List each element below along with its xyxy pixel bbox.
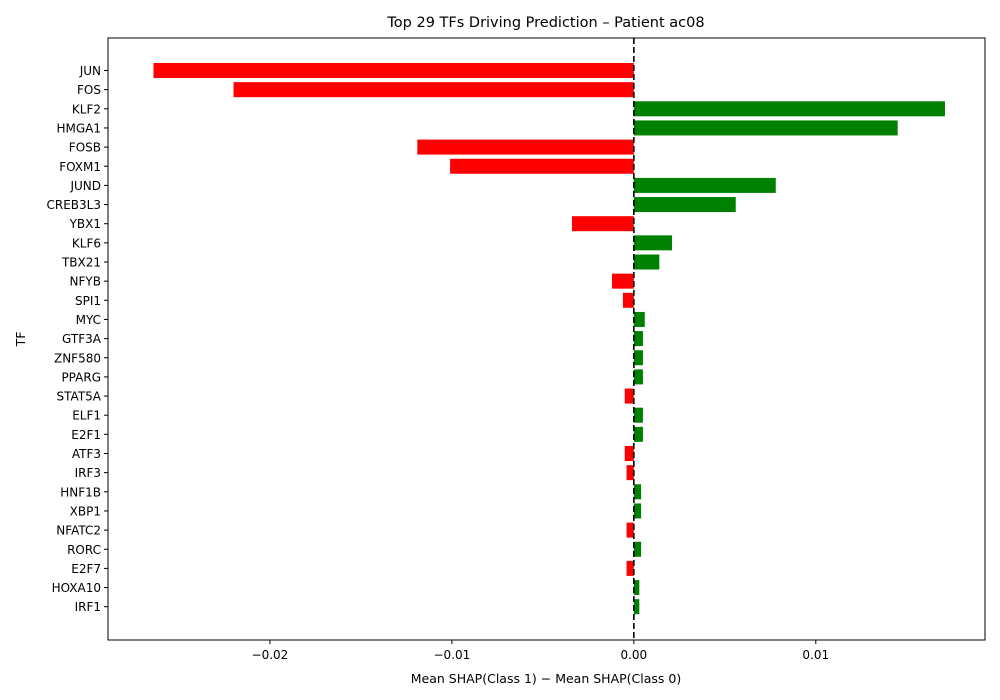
x-ticks-group: −0.02 −0.01 0.00 0.01 xyxy=(252,640,829,662)
y-tick-label: FOXM1 xyxy=(59,160,101,174)
bar-spi1 xyxy=(622,292,634,308)
y-tick-label: HMGA1 xyxy=(56,121,101,135)
bar-atf3 xyxy=(624,446,634,461)
bar-e2f1 xyxy=(633,426,643,442)
x-tick-label: −0.02 xyxy=(252,648,289,662)
x-axis-label: Mean SHAP(Class 1) − Mean SHAP(Class 0) xyxy=(411,671,681,686)
x-tick-label: −0.01 xyxy=(433,648,470,662)
y-tick-label: HOXA10 xyxy=(52,581,101,595)
bar-jund xyxy=(633,177,776,193)
bar-fos xyxy=(233,82,634,98)
bar-nfyb xyxy=(612,273,634,289)
y-tick-label: STAT5A xyxy=(57,390,102,404)
bar-rorc xyxy=(633,541,642,557)
bar-hoxa10 xyxy=(633,580,640,596)
y-tick-label: GTF3A xyxy=(62,332,102,346)
y-tick-label: RORC xyxy=(67,543,101,557)
y-tick-label: FOSB xyxy=(69,141,101,155)
bar-xbp1 xyxy=(633,503,642,519)
y-ticks-group: JUN FOS KLF2 HMGA1 FOSB FOXM1 JUND CREB3L3 YBX1 K… xyxy=(47,64,108,614)
y-tick-label: NFATC2 xyxy=(56,524,101,538)
bar-foxm1 xyxy=(450,158,634,174)
y-axis-label: TF xyxy=(13,332,28,348)
bars-group xyxy=(153,63,945,615)
bar-irf1 xyxy=(633,599,640,615)
x-tick-label: 0.01 xyxy=(802,648,829,662)
y-tick-label: FOS xyxy=(77,83,101,97)
y-tick-label: XBP1 xyxy=(70,504,101,518)
y-tick-label: MYC xyxy=(76,313,101,327)
y-tick-label: CREB3L3 xyxy=(47,198,102,212)
y-tick-label: SPI1 xyxy=(75,294,101,308)
chart-title: Top 29 TFs Driving Prediction – Patient … xyxy=(386,15,704,31)
y-tick-label: E2F7 xyxy=(71,562,101,576)
y-tick-label: ATF3 xyxy=(72,447,101,461)
y-tick-label: PPARG xyxy=(61,370,101,384)
y-tick-label: YBX1 xyxy=(69,217,101,231)
bar-creb3l3 xyxy=(633,197,736,213)
bar-nfatc2 xyxy=(626,522,634,538)
y-tick-label: KLF2 xyxy=(72,102,101,116)
bar-klf2 xyxy=(633,101,945,117)
plot-frame xyxy=(107,37,986,641)
bar-znf580 xyxy=(633,350,643,366)
y-tick-label: TBX21 xyxy=(61,256,101,270)
y-tick-label: ZNF580 xyxy=(54,351,101,365)
x-tick-label: 0.00 xyxy=(620,648,647,662)
y-tick-label: NFYB xyxy=(70,275,101,289)
y-tick-label: KLF6 xyxy=(72,236,101,250)
bar-jun xyxy=(153,63,634,78)
y-tick-label: JUND xyxy=(69,179,101,193)
y-tick-label: E2F1 xyxy=(71,428,101,442)
y-tick-label: IRF1 xyxy=(75,600,101,614)
bar-fosb xyxy=(417,139,634,155)
bar-tbx21 xyxy=(633,254,660,270)
bar-gtf3a xyxy=(633,331,643,347)
bar-klf6 xyxy=(633,235,673,251)
bar-myc xyxy=(633,311,645,327)
bar-elf1 xyxy=(633,407,643,423)
y-tick-label: JUN xyxy=(79,64,101,78)
bar-irf3 xyxy=(626,465,634,481)
bar-ybx1 xyxy=(571,216,634,232)
y-tick-label: IRF3 xyxy=(75,466,101,480)
bar-pparg xyxy=(633,369,643,385)
bar-hmga1 xyxy=(633,120,898,136)
y-tick-label: ELF1 xyxy=(72,409,101,423)
bar-hnf1b xyxy=(633,484,642,500)
bar-stat5a xyxy=(624,388,634,404)
y-tick-label: HNF1B xyxy=(60,485,101,499)
bar-e2f7 xyxy=(626,560,634,576)
